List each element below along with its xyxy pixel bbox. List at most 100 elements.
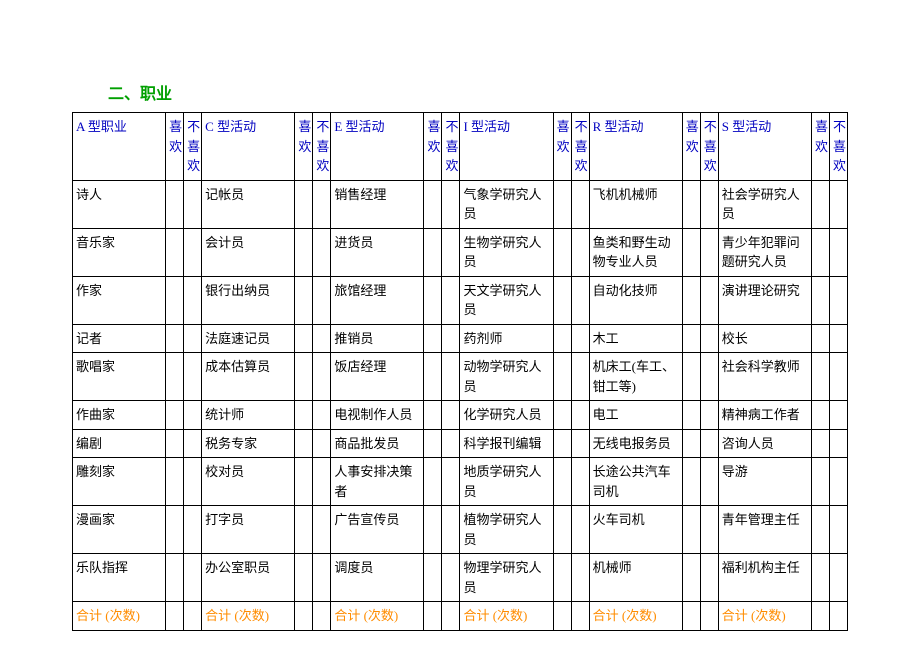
cell-dislike[interactable] — [313, 458, 331, 506]
cell-like[interactable] — [424, 458, 442, 506]
cell-dislike[interactable] — [442, 429, 460, 458]
cell-dislike[interactable] — [184, 506, 202, 554]
cell-like[interactable] — [682, 554, 700, 602]
cell-like[interactable] — [424, 554, 442, 602]
cell-dislike[interactable] — [442, 324, 460, 353]
cell-dislike[interactable] — [700, 554, 718, 602]
cell-like[interactable] — [682, 458, 700, 506]
cell-like[interactable] — [553, 458, 571, 506]
cell-like[interactable] — [682, 401, 700, 430]
cell-like[interactable] — [424, 353, 442, 401]
cell-like[interactable] — [682, 324, 700, 353]
cell-dislike[interactable] — [184, 276, 202, 324]
cell-dislike[interactable] — [313, 353, 331, 401]
cell-like[interactable] — [166, 401, 184, 430]
cell-like[interactable] — [553, 401, 571, 430]
cell-dislike[interactable] — [442, 228, 460, 276]
cell-like[interactable] — [812, 180, 830, 228]
cell-like[interactable] — [812, 228, 830, 276]
cell-dislike[interactable] — [184, 554, 202, 602]
cell-like[interactable] — [166, 276, 184, 324]
cell-like[interactable] — [682, 228, 700, 276]
cell-dislike[interactable] — [442, 554, 460, 602]
cell-dislike[interactable] — [700, 353, 718, 401]
cell-like[interactable] — [812, 429, 830, 458]
cell-like[interactable] — [553, 324, 571, 353]
cell-like[interactable] — [166, 554, 184, 602]
cell-dislike[interactable] — [700, 458, 718, 506]
cell-like[interactable] — [424, 401, 442, 430]
cell-dislike[interactable] — [571, 458, 589, 506]
cell-dislike[interactable] — [830, 180, 848, 228]
cell-like[interactable] — [295, 458, 313, 506]
cell-dislike[interactable] — [442, 180, 460, 228]
cell-like[interactable] — [424, 324, 442, 353]
cell-like[interactable] — [295, 276, 313, 324]
cell-like[interactable] — [812, 276, 830, 324]
cell-like[interactable] — [553, 506, 571, 554]
cell-dislike[interactable] — [442, 401, 460, 430]
cell-dislike[interactable] — [184, 228, 202, 276]
cell-dislike[interactable] — [830, 458, 848, 506]
cell-dislike[interactable] — [700, 401, 718, 430]
cell-like[interactable] — [424, 228, 442, 276]
cell-like[interactable] — [553, 228, 571, 276]
cell-like[interactable] — [295, 429, 313, 458]
cell-dislike[interactable] — [830, 228, 848, 276]
cell-dislike[interactable] — [571, 554, 589, 602]
cell-like[interactable] — [295, 554, 313, 602]
cell-dislike[interactable] — [571, 228, 589, 276]
cell-like[interactable] — [295, 180, 313, 228]
cell-like[interactable] — [166, 324, 184, 353]
cell-dislike[interactable] — [313, 228, 331, 276]
cell-dislike[interactable] — [313, 276, 331, 324]
cell-dislike[interactable] — [313, 429, 331, 458]
cell-dislike[interactable] — [442, 458, 460, 506]
cell-like[interactable] — [166, 458, 184, 506]
cell-dislike[interactable] — [830, 401, 848, 430]
cell-like[interactable] — [553, 180, 571, 228]
cell-dislike[interactable] — [571, 276, 589, 324]
cell-dislike[interactable] — [571, 180, 589, 228]
cell-like[interactable] — [424, 506, 442, 554]
cell-dislike[interactable] — [700, 429, 718, 458]
cell-dislike[interactable] — [830, 324, 848, 353]
cell-like[interactable] — [424, 180, 442, 228]
cell-like[interactable] — [166, 429, 184, 458]
cell-dislike[interactable] — [313, 180, 331, 228]
cell-dislike[interactable] — [313, 324, 331, 353]
cell-like[interactable] — [166, 180, 184, 228]
cell-dislike[interactable] — [313, 554, 331, 602]
cell-like[interactable] — [553, 554, 571, 602]
cell-like[interactable] — [812, 458, 830, 506]
cell-like[interactable] — [682, 429, 700, 458]
cell-dislike[interactable] — [571, 506, 589, 554]
cell-dislike[interactable] — [184, 458, 202, 506]
cell-dislike[interactable] — [442, 353, 460, 401]
cell-like[interactable] — [812, 554, 830, 602]
cell-dislike[interactable] — [313, 506, 331, 554]
cell-dislike[interactable] — [830, 276, 848, 324]
cell-dislike[interactable] — [184, 324, 202, 353]
cell-like[interactable] — [553, 276, 571, 324]
cell-like[interactable] — [682, 506, 700, 554]
cell-like[interactable] — [295, 401, 313, 430]
cell-like[interactable] — [166, 506, 184, 554]
cell-dislike[interactable] — [700, 506, 718, 554]
cell-dislike[interactable] — [571, 353, 589, 401]
cell-like[interactable] — [295, 228, 313, 276]
cell-dislike[interactable] — [830, 554, 848, 602]
cell-like[interactable] — [424, 429, 442, 458]
cell-dislike[interactable] — [184, 180, 202, 228]
cell-like[interactable] — [812, 324, 830, 353]
cell-like[interactable] — [682, 353, 700, 401]
cell-dislike[interactable] — [830, 429, 848, 458]
cell-like[interactable] — [553, 353, 571, 401]
cell-dislike[interactable] — [830, 506, 848, 554]
cell-dislike[interactable] — [571, 324, 589, 353]
cell-like[interactable] — [295, 353, 313, 401]
cell-dislike[interactable] — [571, 401, 589, 430]
cell-like[interactable] — [166, 228, 184, 276]
cell-like[interactable] — [682, 276, 700, 324]
cell-like[interactable] — [812, 506, 830, 554]
